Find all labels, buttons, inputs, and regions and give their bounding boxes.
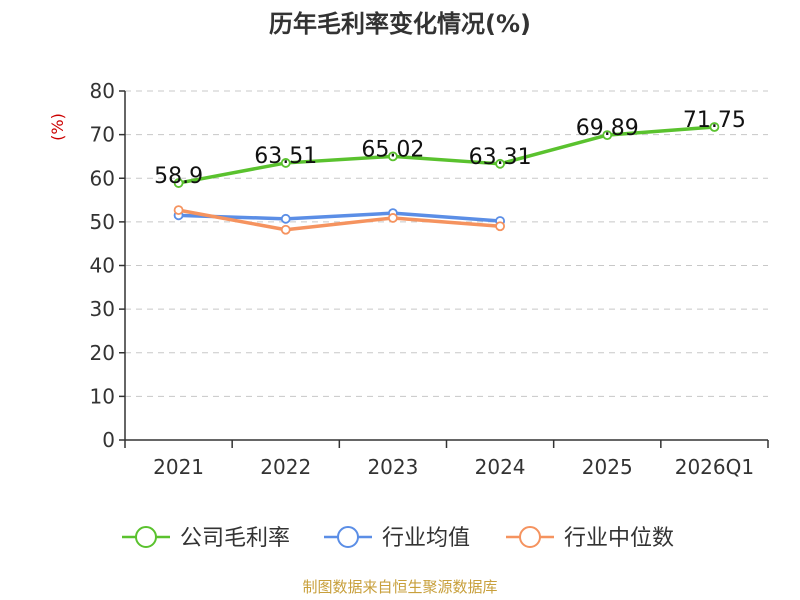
- legend-marker-行业中位数: [519, 526, 541, 548]
- x-tick-label-2023: 2023: [367, 455, 418, 479]
- legend[interactable]: 公司毛利率 行业均值 行业中位数: [122, 526, 674, 551]
- y-tick-label-40: 40: [90, 254, 115, 278]
- y-tick-label-10: 10: [90, 384, 115, 408]
- legend-label-行业均值: 行业均值: [382, 526, 470, 551]
- data-label-2022: 63.51: [254, 144, 317, 169]
- series-line-公司毛利率: [176, 125, 717, 185]
- legend-label-公司毛利率: 公司毛利率: [180, 526, 290, 551]
- series-公司毛利率: [173, 122, 720, 188]
- data-point-行业均值-2022: [280, 213, 291, 224]
- y-tick-label-50: 50: [90, 210, 115, 234]
- legend-item-行业均值[interactable]: 行业均值: [324, 526, 470, 551]
- data-label-2023: 65.02: [361, 137, 424, 162]
- data-point-公司毛利率-2022: [280, 158, 291, 168]
- data-label-2026Q1: 71.75: [683, 108, 746, 133]
- legend-item-行业中位数[interactable]: 行业中位数: [506, 526, 674, 551]
- legend-marker-行业均值: [337, 526, 359, 548]
- chart-title: 历年毛利率变化情况(%): [269, 10, 531, 38]
- legend-label-行业中位数: 行业中位数: [564, 526, 674, 551]
- legend-item-公司毛利率[interactable]: 公司毛利率: [122, 526, 290, 551]
- x-tick-label-2024: 2024: [475, 455, 526, 479]
- y-tick-label-80: 80: [90, 79, 115, 103]
- x-tick-label-2026Q1: 2026Q1: [675, 455, 754, 479]
- y-tick-label-60: 60: [90, 166, 115, 190]
- y-tick-label-20: 20: [90, 341, 115, 365]
- data-point-公司毛利率-2021: [173, 178, 184, 188]
- grid-lines: [125, 90, 768, 397]
- legend-marker-公司毛利率: [135, 526, 157, 548]
- data-point-行业中位数-2021: [173, 205, 184, 215]
- data-point-公司毛利率-2026Q1: [709, 122, 720, 132]
- data-label-2025: 69.89: [576, 116, 639, 141]
- data-point-行业中位数-2022: [280, 224, 291, 235]
- data-point-公司毛利率-2023: [388, 151, 398, 162]
- series-line-行业均值: [176, 211, 502, 223]
- y-tick-label-30: 30: [90, 297, 115, 321]
- data-label-2024: 63.31: [469, 145, 532, 170]
- data-point-公司毛利率-2024: [495, 158, 505, 169]
- data-point-公司毛利率-2025: [602, 130, 613, 141]
- axes: 0 10 20 30 40 50 60 70 80 2021 2022 2023 2024 2025 202…: [90, 79, 769, 479]
- data-point-行业中位数-2024: [495, 221, 505, 232]
- x-tick-label-2022: 2022: [260, 455, 311, 479]
- series-line-行业中位数: [176, 208, 502, 232]
- y-tick-label-0: 0: [102, 428, 115, 452]
- series-group: 58.9 63.51 65.02 63.31 69.89 71.75: [154, 108, 746, 235]
- series-行业中位数: [173, 205, 505, 235]
- source-note: 制图数据来自恒生聚源数据库: [302, 578, 497, 596]
- x-tick-label-2025: 2025: [582, 455, 633, 479]
- y-axis-unit: (%): [48, 113, 67, 141]
- y-tick-label-70: 70: [90, 123, 115, 147]
- data-label-2021: 58.9: [154, 164, 203, 189]
- x-tick-label-2021: 2021: [153, 455, 204, 479]
- data-point-行业中位数-2023: [388, 213, 398, 223]
